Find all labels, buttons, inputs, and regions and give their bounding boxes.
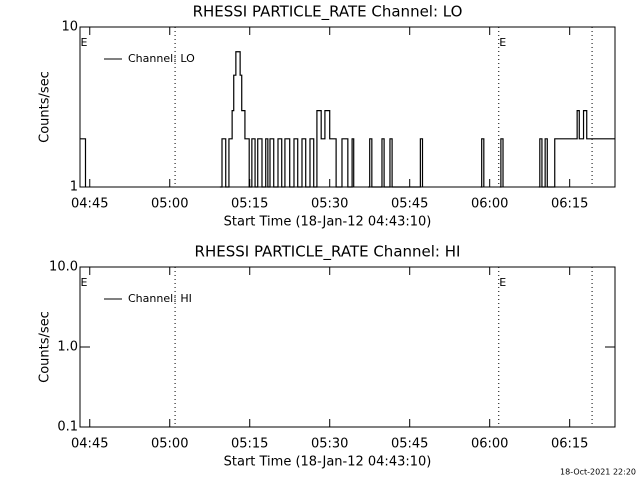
chart-title: RHESSI PARTICLE_RATE Channel: HI: [195, 243, 461, 262]
x-tick-label: 06:00: [471, 197, 508, 212]
annotation: E: [81, 36, 88, 49]
y-tick-label: 10.0: [49, 260, 78, 275]
x-tick-label: 05:00: [151, 197, 188, 212]
y-tick-label: 0.1: [57, 420, 78, 435]
annotation: E: [81, 276, 88, 289]
x-axis-label: Start Time (18-Jan-12 04:43:10): [224, 215, 432, 230]
annotation: E: [499, 36, 506, 49]
x-tick-label: 05:30: [311, 437, 348, 452]
x-axis-label: Start Time (18-Jan-12 04:43:10): [224, 455, 432, 470]
x-tick-label: 05:00: [151, 437, 188, 452]
legend-label: Channel: HI: [128, 292, 192, 305]
x-tick-label: 05:30: [311, 197, 348, 212]
footer: 18-Oct-2021 22:20: [560, 468, 636, 477]
x-tick-label: 04:45: [71, 437, 108, 452]
x-tick-label: 05:15: [231, 197, 268, 212]
legend-label: Channel: LO: [128, 52, 195, 65]
y-tick-label: 1.0: [57, 340, 78, 355]
annotation: E: [499, 276, 506, 289]
x-tick-label: 05:45: [391, 197, 428, 212]
y-axis-label: Counts/sec: [38, 71, 53, 143]
x-tick-label: 06:00: [471, 437, 508, 452]
x-tick-label: 06:15: [551, 197, 588, 212]
y-tick-label: 10: [61, 20, 78, 35]
x-tick-label: 06:15: [551, 437, 588, 452]
y-axis-label: Counts/sec: [38, 311, 53, 383]
y-tick-label: 1: [70, 180, 78, 195]
x-tick-label: 05:45: [391, 437, 428, 452]
data-line: [80, 51, 615, 188]
x-tick-label: 04:45: [71, 197, 108, 212]
chart-title: RHESSI PARTICLE_RATE Channel: LO: [193, 3, 463, 22]
x-tick-label: 05:15: [231, 437, 268, 452]
